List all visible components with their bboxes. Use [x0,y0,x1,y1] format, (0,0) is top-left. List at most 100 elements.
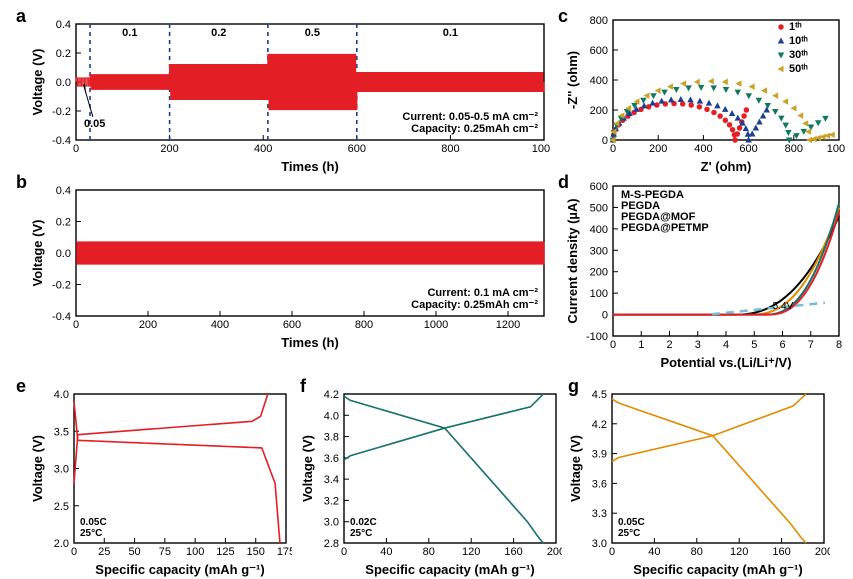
svg-text:-0.2: -0.2 [52,106,71,118]
svg-text:7: 7 [808,339,814,351]
label-a: a [16,6,26,27]
svg-text:3.8: 3.8 [324,432,339,444]
svg-text:500: 500 [590,202,608,214]
svg-text:200: 200 [590,267,608,279]
svg-text:5: 5 [751,339,757,351]
svg-text:3.6: 3.6 [324,453,339,465]
label-e: e [16,376,26,397]
svg-text:25°C: 25°C [350,528,372,539]
svg-text:-0.4: -0.4 [52,311,71,323]
svg-text:Capacity: 0.25mAh cm⁻²: Capacity: 0.25mAh cm⁻² [411,123,538,135]
svg-text:175: 175 [277,546,292,558]
svg-text:2.8: 2.8 [324,538,339,550]
svg-text:400: 400 [590,75,608,87]
svg-text:125: 125 [216,546,234,558]
svg-text:0: 0 [602,135,608,147]
svg-text:0.4: 0.4 [56,185,71,197]
svg-text:160: 160 [772,546,790,558]
svg-text:Current: 0.05-0.5 mA cm⁻²: Current: 0.05-0.5 mA cm⁻² [402,111,538,123]
svg-text:1000: 1000 [424,319,448,331]
svg-text:0.02C: 0.02C [350,517,377,528]
svg-text:1000: 1000 [532,143,550,155]
svg-text:0.2: 0.2 [211,27,226,39]
svg-text:200: 200 [160,143,178,155]
svg-text:800: 800 [785,143,803,155]
svg-text:-Z'' (ohm): -Z'' (ohm) [565,51,580,109]
label-b: b [16,172,27,193]
svg-text:0: 0 [71,546,77,558]
svg-text:100: 100 [590,288,608,300]
chart-b: 020040060080010001200-0.4-0.20.00.20.4Ti… [30,180,550,350]
svg-text:200: 200 [139,319,157,331]
svg-text:3.0: 3.0 [324,517,339,529]
svg-text:2: 2 [666,339,672,351]
svg-text:200: 200 [547,546,562,558]
svg-text:Potential vs.(Li/Li⁺/V): Potential vs.(Li/Li⁺/V) [660,355,791,370]
svg-text:80: 80 [423,546,435,558]
svg-text:Specific capacity (mAh g⁻¹): Specific capacity (mAh g⁻¹) [633,562,802,577]
svg-text:4: 4 [723,339,729,351]
svg-text:50: 50 [128,546,140,558]
svg-text:1000: 1000 [827,143,845,155]
svg-text:3.3: 3.3 [592,508,607,520]
svg-text:25: 25 [98,546,110,558]
svg-text:1200: 1200 [496,319,520,331]
svg-text:0.05: 0.05 [84,118,105,130]
svg-text:120: 120 [462,546,480,558]
svg-text:0: 0 [341,546,347,558]
svg-text:1ᵗʰ: 1ᵗʰ [789,21,802,33]
svg-text:150: 150 [247,546,265,558]
svg-text:100: 100 [186,546,204,558]
svg-text:0.5: 0.5 [305,27,320,39]
svg-text:0: 0 [602,310,608,322]
svg-text:PEGDA@PETMP: PEGDA@PETMP [621,222,709,234]
svg-text:600: 600 [590,45,608,57]
svg-text:600: 600 [590,181,608,193]
svg-text:0.2: 0.2 [56,217,71,229]
chart-g: 040801201602003.03.33.63.94.24.5Specific… [568,382,830,577]
svg-text:600: 600 [739,143,757,155]
svg-text:0: 0 [610,339,616,351]
svg-text:75: 75 [159,546,171,558]
svg-text:600: 600 [348,143,366,155]
svg-text:0.0: 0.0 [56,77,71,89]
svg-text:2.0: 2.0 [54,538,69,550]
svg-text:80: 80 [691,546,703,558]
svg-text:0.4: 0.4 [56,19,71,31]
svg-text:200: 200 [649,143,667,155]
svg-text:800: 800 [590,15,608,27]
svg-text:Specific capacity (mAh g⁻¹): Specific capacity (mAh g⁻¹) [365,562,534,577]
svg-text:0: 0 [73,319,79,331]
svg-text:10ᵗʰ: 10ᵗʰ [789,35,808,47]
svg-text:2.5: 2.5 [54,501,69,513]
svg-text:Z' (ohm): Z' (ohm) [701,159,752,174]
svg-text:4.0: 4.0 [324,410,339,422]
chart-e: 02550751001251501752.02.53.03.54.0Specif… [30,382,292,577]
svg-text:Voltage (V): Voltage (V) [568,435,583,502]
svg-text:3.4: 3.4 [324,474,339,486]
svg-text:3.9: 3.9 [592,449,607,461]
svg-text:Voltage (V): Voltage (V) [30,220,45,287]
svg-text:5.4V: 5.4V [773,301,794,312]
svg-text:800: 800 [441,143,459,155]
svg-text:3.2: 3.2 [324,495,339,507]
svg-text:Voltage (V): Voltage (V) [300,435,315,502]
svg-text:3.0: 3.0 [54,464,69,476]
svg-text:400: 400 [211,319,229,331]
svg-text:Current: 0.1 mA cm⁻²: Current: 0.1 mA cm⁻² [427,287,538,299]
svg-text:Current density (µA): Current density (µA) [565,198,580,323]
svg-text:400: 400 [254,143,272,155]
svg-text:Specific capacity (mAh g⁻¹): Specific capacity (mAh g⁻¹) [95,562,264,577]
figure-root: a b c d e f g 02004006008001000-0.4-0.20… [0,0,853,579]
svg-text:200: 200 [815,546,830,558]
svg-text:-100: -100 [586,331,608,343]
svg-text:Capacity: 0.25mAh cm⁻²: Capacity: 0.25mAh cm⁻² [411,299,538,311]
svg-text:0.1: 0.1 [122,27,137,39]
svg-text:160: 160 [504,546,522,558]
svg-text:0.2: 0.2 [56,48,71,60]
svg-text:25°C: 25°C [80,528,102,539]
svg-text:4.0: 4.0 [54,389,69,401]
svg-text:0.1: 0.1 [443,27,458,39]
chart-a: 02004006008001000-0.4-0.20.00.20.4Times … [30,14,550,174]
svg-text:0: 0 [609,546,615,558]
